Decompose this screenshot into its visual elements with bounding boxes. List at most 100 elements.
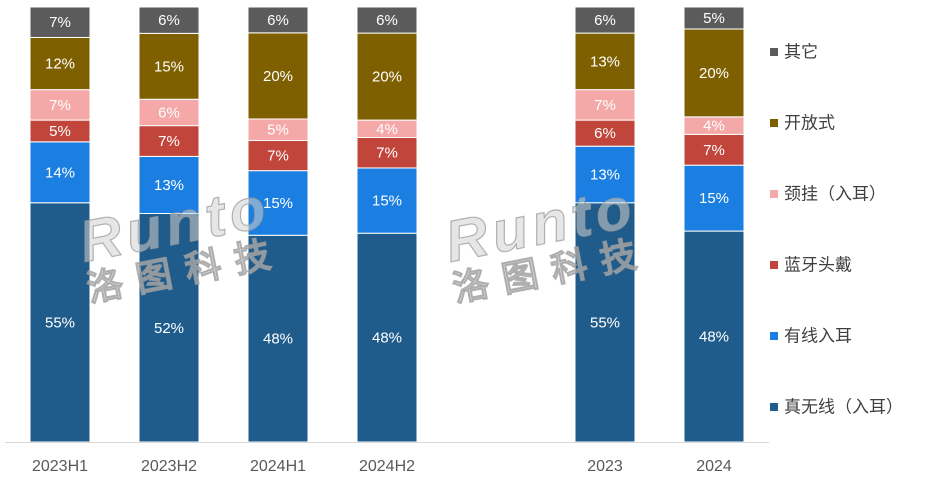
bar-segment-5-3 [574,89,636,121]
data-label-value: 20 [263,67,280,84]
data-label-unit: % [167,133,180,150]
data-label-unit: % [603,125,616,142]
bar-segment-2-0 [247,234,309,443]
bar-segment-0-3 [29,89,91,121]
legend-label: 开放式 [784,114,835,133]
legend-swatch [770,190,778,198]
legend-swatch [770,332,778,340]
data-label-value: 15 [372,192,389,209]
x-tick-label: 2023H1 [32,458,88,475]
data-label-1-4: 15% [154,58,184,75]
data-label-value: 5 [703,9,711,26]
data-label-6-4: 20% [699,64,729,81]
data-label-value: 7 [267,147,275,164]
bar-segment-6-1 [683,164,745,232]
legend-label: 有线入耳 [784,327,852,346]
data-label-5-2: 6% [594,125,616,142]
data-label-value: 15 [699,190,716,207]
data-label-value: 4 [376,120,384,137]
data-label-unit: % [280,194,293,211]
watermark-left: Runto 洛图科技 [73,174,288,311]
data-label-1-1: 13% [154,176,184,193]
data-label-unit: % [58,122,71,139]
bar-segment-5-5 [574,6,636,34]
data-label-unit: % [62,55,75,72]
data-label-unit: % [58,96,71,113]
bar-segment-3-5 [356,6,418,34]
data-label-unit: % [385,12,398,29]
data-label-3-5: 6% [376,12,398,29]
data-label-value: 4 [703,117,711,134]
data-label-unit: % [276,11,289,28]
data-label-unit: % [712,117,725,134]
data-label-value: 7 [376,144,384,161]
data-label-unit: % [712,141,725,158]
data-label-value: 6 [158,104,166,121]
data-label-value: 55 [45,314,62,331]
data-label-1-2: 7% [158,133,180,150]
data-label-unit: % [389,68,402,85]
data-label-value: 13 [590,53,607,70]
data-label-0-3: 7% [49,96,71,113]
data-label-unit: % [716,190,729,207]
data-label-value: 6 [267,11,275,28]
data-label-value: 7 [49,14,57,31]
legend-item: 有线入耳 [770,327,852,346]
x-tick-label: 2024H1 [250,458,306,475]
data-label-value: 6 [376,12,384,29]
data-label-value: 15 [154,58,171,75]
data-label-value: 20 [699,64,716,81]
data-label-value: 48 [699,328,716,345]
bar-segment-6-2 [683,133,745,166]
bar-segment-1-1 [138,155,200,215]
data-label-value: 7 [158,133,166,150]
data-label-unit: % [716,328,729,345]
data-label-unit: % [603,12,616,29]
legend-item: 颈挂（入耳） [770,185,886,204]
data-label-2-0: 48% [263,330,293,347]
data-label-value: 6 [158,12,166,29]
x-tick-label: 2024H2 [359,458,415,475]
data-label-unit: % [171,58,184,75]
data-label-6-1: 15% [699,190,729,207]
data-label-value: 48 [372,329,389,346]
data-label-unit: % [716,64,729,81]
x-tick-label: 2024 [696,458,732,475]
bar-segment-0-1 [29,141,91,204]
data-label-0-1: 14% [45,164,75,181]
bar-segment-2-5 [247,6,309,34]
data-label-5-0: 55% [590,314,620,331]
bar-segment-0-0 [29,202,91,443]
data-label-unit: % [276,147,289,164]
data-label-1-3: 6% [158,104,180,121]
legend-label: 其它 [784,43,818,62]
data-label-unit: % [171,319,184,336]
data-label-value: 7 [594,96,602,113]
data-label-unit: % [389,192,402,209]
data-label-value: 13 [154,176,171,193]
data-label-3-4: 20% [372,68,402,85]
data-label-value: 5 [49,122,57,139]
data-label-5-1: 13% [590,166,620,183]
bar-segment-3-1 [356,167,418,234]
bar-segment-3-0 [356,232,418,443]
data-label-unit: % [385,120,398,137]
data-label-value: 13 [590,166,607,183]
data-label-unit: % [280,330,293,347]
data-label-0-5: 7% [49,14,71,31]
data-label-5-5: 6% [594,12,616,29]
data-label-6-2: 7% [703,141,725,158]
data-label-unit: % [171,176,184,193]
bar-segment-1-5 [138,6,200,34]
x-tick-label: 2023H2 [141,458,197,475]
data-label-2-2: 7% [267,147,289,164]
data-label-unit: % [276,121,289,138]
data-label-1-0: 52% [154,319,184,336]
bar-segment-0-5 [29,6,91,38]
data-label-value: 52 [154,319,171,336]
data-label-value: 5 [267,121,275,138]
data-label-unit: % [62,314,75,331]
data-label-unit: % [712,9,725,26]
